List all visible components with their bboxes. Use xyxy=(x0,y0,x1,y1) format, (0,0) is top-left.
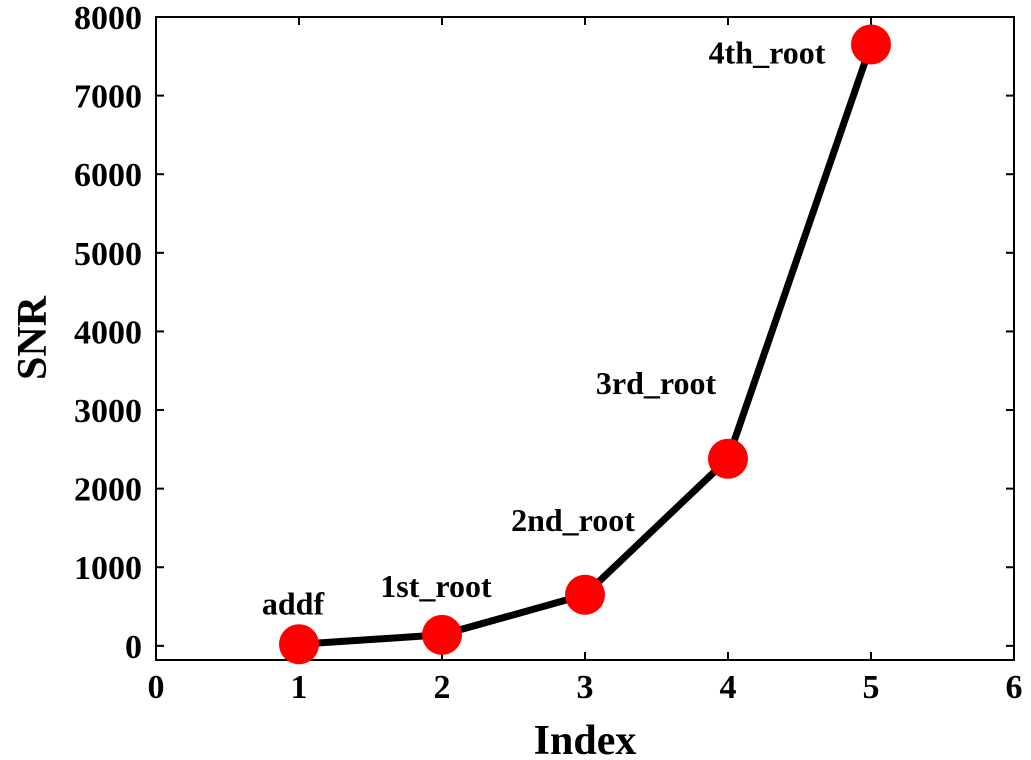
data-point-5 xyxy=(851,24,891,65)
x-axis-title: Index xyxy=(534,718,637,760)
axis-ticks xyxy=(155,16,1015,660)
series-line xyxy=(298,43,875,648)
data-point-4 xyxy=(708,438,748,479)
x-tick-label-2: 2 xyxy=(434,669,451,706)
y-tick-label-2: 2000 xyxy=(74,472,142,509)
y-tick-label-5: 5000 xyxy=(74,236,142,273)
tick-labels: 0 1 2 3 4 5 6 0 1000 2000 3000 4000 5000 6000 7000 8000 xyxy=(74,0,1023,706)
x-tick-label-1: 1 xyxy=(291,669,308,706)
y-tick-label-0: 0 xyxy=(125,629,142,666)
y-axis-title: SNR xyxy=(10,295,56,380)
y-tick-label-1: 1000 xyxy=(74,550,142,587)
y-tick-label-4: 4000 xyxy=(74,314,142,351)
y-tick-label-6: 6000 xyxy=(74,157,142,194)
data-point-1 xyxy=(279,624,319,665)
y-tick-label-8: 8000 xyxy=(74,0,142,37)
point-label-5: 4th_root xyxy=(709,35,826,71)
y-tick-label-7: 7000 xyxy=(74,79,142,116)
point-label-4: 3rd_root xyxy=(596,365,717,401)
x-tick-label-3: 3 xyxy=(577,669,594,706)
plot-frame xyxy=(155,16,1015,661)
data-points xyxy=(279,24,891,665)
y-tick-label-3: 3000 xyxy=(74,393,142,430)
x-tick-label-5: 5 xyxy=(863,669,880,706)
point-label-3: 2nd_root xyxy=(511,502,635,538)
data-point-3 xyxy=(565,574,605,615)
point-label-2: 1st_root xyxy=(380,568,492,604)
x-tick-label-4: 4 xyxy=(720,669,737,706)
x-tick-label-6: 6 xyxy=(1006,669,1023,706)
data-point-2 xyxy=(422,614,462,655)
x-tick-label-0: 0 xyxy=(148,669,165,706)
point-label-1: addf xyxy=(262,585,325,621)
point-labels: addf 1st_root 2nd_root 3rd_root 4th_root xyxy=(262,35,826,622)
